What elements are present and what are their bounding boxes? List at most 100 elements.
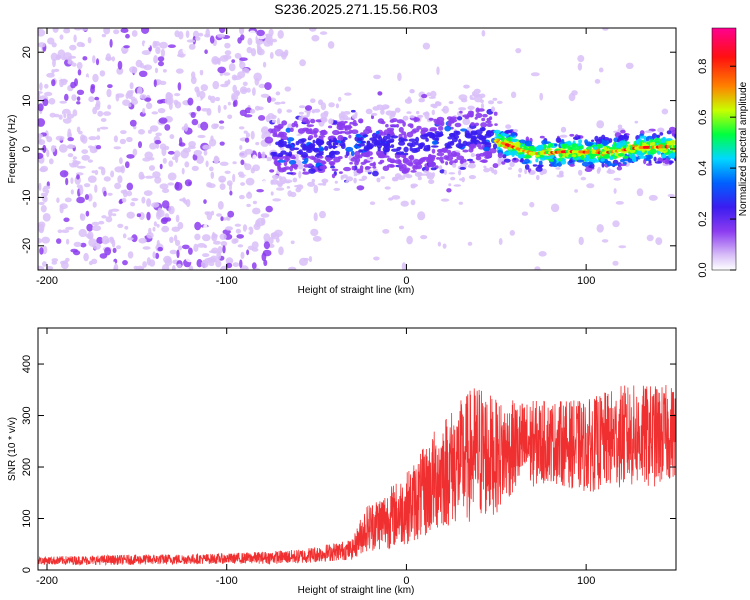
noise-blob (156, 239, 160, 248)
noise-blob (239, 194, 245, 200)
noise-blob (77, 165, 86, 169)
signal-blob (390, 144, 395, 149)
signal-blob (578, 169, 583, 176)
signal-blob (320, 112, 329, 119)
noise-blob (175, 41, 181, 50)
noise-blob (196, 89, 201, 98)
noise-blob (290, 191, 297, 198)
noise-blob (217, 104, 221, 114)
noise-blob (267, 95, 272, 103)
noise-blob (96, 135, 101, 141)
signal-blob (541, 139, 548, 145)
noise-blob (113, 29, 120, 35)
signal-blob (560, 126, 567, 133)
signal-blob (479, 127, 486, 132)
noise-blob (55, 135, 65, 141)
signal-blob (643, 158, 647, 165)
noise-blob (515, 48, 522, 54)
noise-blob (272, 198, 282, 202)
noise-blob (137, 86, 143, 96)
noise-blob (185, 255, 195, 263)
noise-blob (224, 42, 231, 49)
noise-blob (116, 245, 121, 250)
signal-blob (300, 143, 307, 148)
signal-blob (464, 130, 470, 136)
signal-blob (528, 145, 536, 152)
signal-blob (614, 151, 619, 157)
signal-blob (501, 161, 506, 165)
noise-blob (142, 261, 148, 268)
signal-blob (493, 143, 497, 150)
signal-blob (418, 158, 424, 164)
signal-blob (476, 143, 482, 148)
signal-blob (334, 180, 338, 184)
signal-blob (602, 137, 610, 141)
signal-blob (349, 161, 353, 165)
noise-blob (38, 92, 41, 101)
noise-blob (101, 33, 107, 38)
noise-blob (539, 92, 544, 101)
signal-blob (451, 137, 458, 143)
signal-blob (622, 161, 627, 165)
noise-blob (159, 163, 163, 170)
noise-blob (151, 202, 160, 208)
noise-blob (99, 126, 109, 130)
noise-blob (114, 182, 122, 190)
noise-blob (233, 238, 239, 244)
signal-blob (489, 148, 497, 154)
noise-blob (233, 75, 242, 81)
signal-blob (318, 135, 326, 138)
noise-blob (51, 261, 58, 265)
noise-blob (229, 190, 233, 196)
noise-blob (260, 180, 269, 186)
noise-blob (82, 56, 88, 61)
noise-blob (257, 48, 265, 56)
signal-blob (290, 127, 294, 132)
noise-blob (550, 203, 560, 213)
noise-blob (240, 265, 249, 270)
noise-blob (284, 86, 292, 92)
noise-blob (152, 226, 156, 232)
signal-blob (587, 142, 594, 146)
noise-blob (92, 201, 97, 208)
noise-blob (73, 241, 82, 247)
noise-blob (252, 164, 260, 172)
noise-blob (252, 87, 256, 96)
signal-blob (418, 114, 424, 118)
signal-blob (664, 160, 670, 165)
noise-blob (222, 245, 226, 254)
noise-blob (47, 37, 55, 45)
signal-blob (425, 172, 430, 177)
noise-blob (219, 141, 225, 146)
noise-blob (217, 201, 224, 210)
noise-blob (237, 244, 244, 248)
noise-blob (182, 45, 190, 55)
signal-blob (325, 155, 331, 158)
noise-blob (52, 28, 59, 33)
noise-blob (201, 260, 208, 269)
noise-blob (76, 61, 83, 70)
noise-blob (126, 211, 135, 219)
signal-blob (308, 143, 316, 148)
signal-blob (486, 117, 491, 122)
signal-blob (421, 94, 428, 99)
signal-blob (470, 122, 475, 127)
signal-blob (430, 133, 436, 138)
signal-blob (410, 170, 417, 173)
noise-blob (442, 243, 447, 249)
noise-blob (42, 144, 47, 154)
signal-blob (491, 106, 496, 112)
signal-blob (502, 154, 507, 159)
signal-blob (535, 145, 544, 152)
noise-blob (38, 28, 46, 37)
signal-blob (481, 117, 486, 122)
noise-blob (244, 148, 253, 155)
noise-blob (239, 86, 248, 95)
noise-blob (237, 37, 242, 44)
signal-blob (428, 179, 435, 185)
noise-blob (268, 236, 274, 245)
signal-blob (286, 137, 295, 142)
signal-blob (328, 161, 336, 165)
signal-blob (292, 177, 298, 183)
noise-blob (106, 200, 113, 206)
